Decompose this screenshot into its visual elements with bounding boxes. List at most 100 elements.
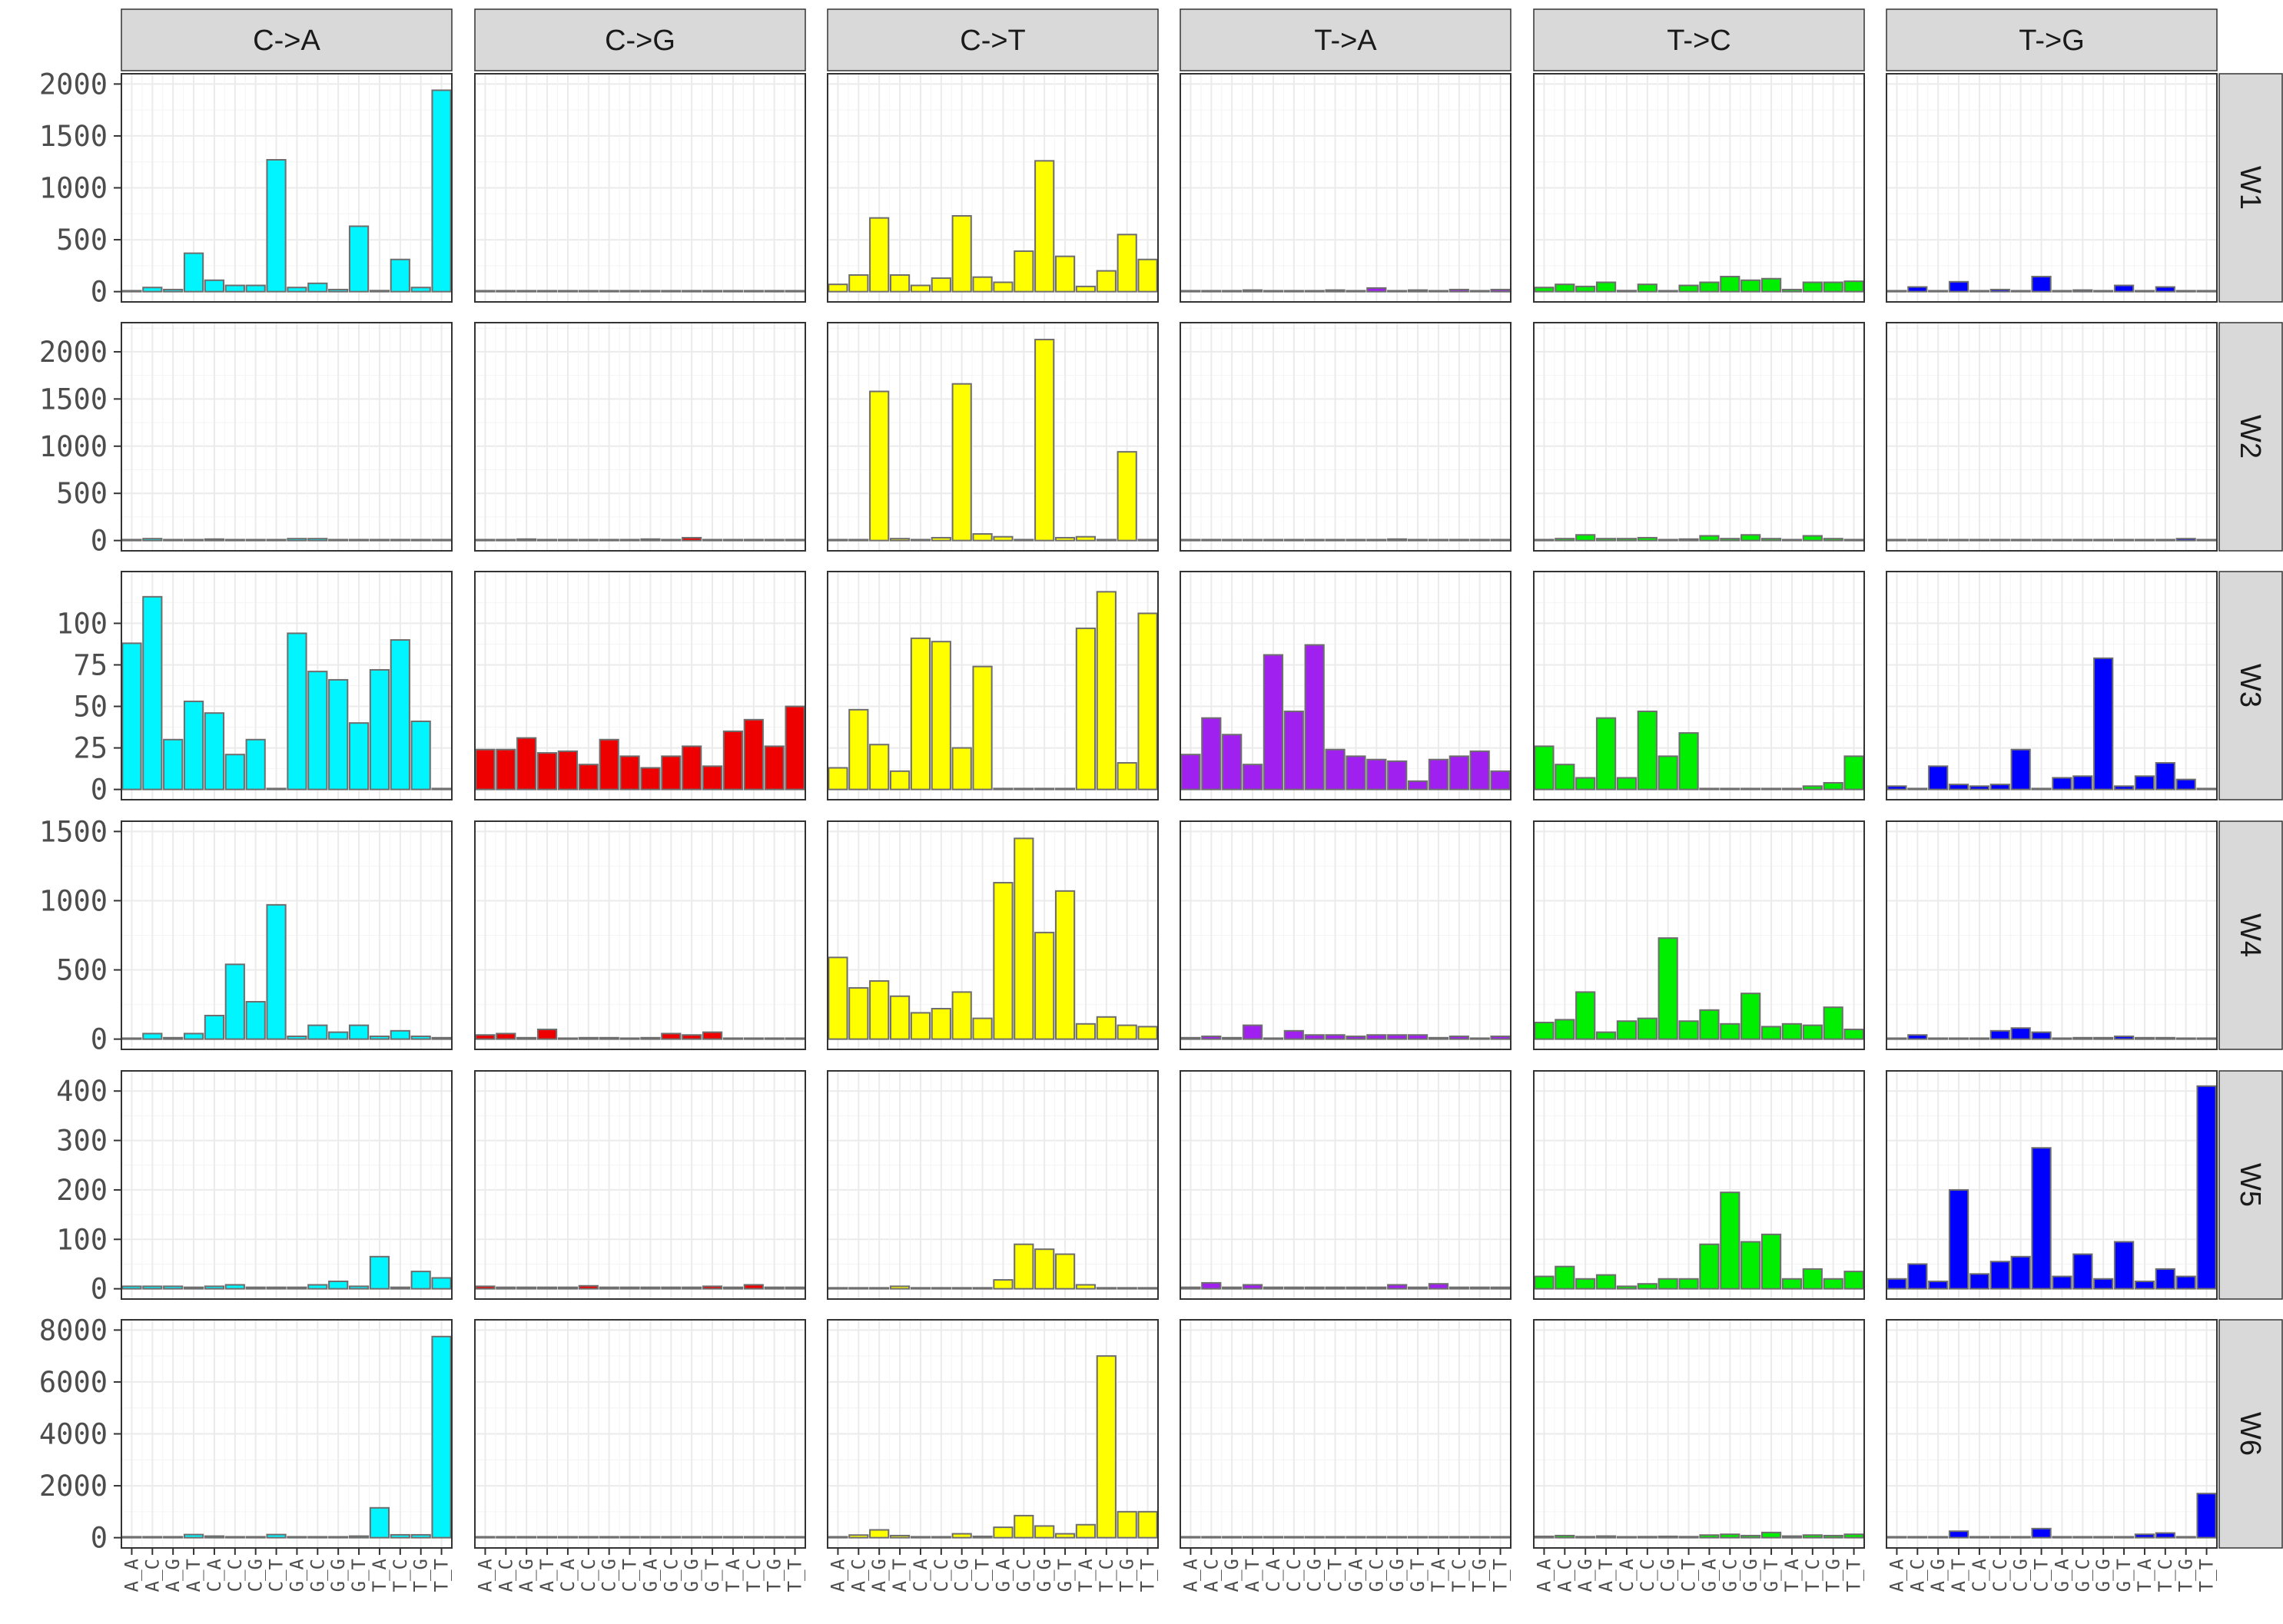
bar-w6-c-to-a-a_t: [183, 1533, 204, 1539]
bar-w3-t-to-c-g_t: [1760, 787, 1782, 790]
y-tick-label: 0: [91, 774, 108, 807]
bar-w5-t-to-a-t_c: [1448, 1286, 1469, 1290]
bar-w3-c-to-t-t_a: [1075, 627, 1097, 790]
bar-w6-t-to-a-c_t: [1325, 1536, 1346, 1539]
y-tick-label: 0: [91, 1023, 108, 1056]
x-tick-label: A_C: [141, 1559, 163, 1592]
y-tick-label: 2000: [39, 1470, 108, 1503]
bar-w6-t-to-g-a_g: [1928, 1536, 1949, 1539]
bar-w1-t-to-a-t_c: [1448, 288, 1469, 293]
bar-w6-t-to-a-c_g: [1304, 1536, 1325, 1539]
bar-w6-c-to-g-t_g: [764, 1536, 785, 1539]
bar-w2-c-to-a-g_g: [328, 539, 349, 542]
y-tick-label: 400: [56, 1075, 108, 1108]
bar-w6-t-to-c-g_t: [1760, 1531, 1782, 1539]
bar-w3-c-to-g-a_c: [496, 748, 516, 790]
bar-w2-c-to-a-a_t: [183, 539, 204, 542]
bar-w4-t-to-g-a_g: [1928, 1037, 1949, 1040]
bar-w5-c-to-a-g_t: [348, 1285, 370, 1290]
y-tick-label: 200: [56, 1174, 108, 1207]
panel-w1-c-to-g: [474, 73, 806, 303]
bar-w4-c-to-a-c_t: [266, 903, 287, 1040]
panel-border: [474, 1319, 806, 1549]
panel-border: [1180, 1070, 1511, 1300]
bar-w4-c-to-g-g_g: [682, 1034, 702, 1040]
bar-w2-t-to-c-g_g: [1740, 534, 1761, 542]
bar-w2-c-to-t-t_t: [1137, 539, 1158, 542]
panel-w3-c-to-t: [827, 571, 1159, 800]
bar-w6-c-to-g-g_a: [640, 1536, 661, 1539]
bar-w3-c-to-a-g_c: [307, 671, 328, 790]
bar-w2-t-to-c-a_a: [1534, 539, 1555, 542]
bar-w6-c-to-a-c_g: [245, 1536, 266, 1539]
panel-w4-c-to-a: [121, 820, 453, 1050]
bar-w1-t-to-g-g_c: [2072, 289, 2093, 293]
bar-w2-t-to-a-g_g: [1387, 538, 1408, 542]
bar-w1-c-to-a-a_c: [142, 287, 163, 293]
x-tick-label: A_G: [868, 1559, 890, 1592]
panel-w2-t-to-c: [1533, 322, 1865, 552]
row-strip-w3: W3: [2218, 571, 2283, 800]
bar-w4-c-to-g-t_a: [722, 1037, 744, 1040]
bar-w3-c-to-g-g_g: [682, 745, 702, 790]
bar-w5-t-to-a-a_c: [1201, 1281, 1222, 1290]
bar-w3-t-to-a-c_c: [1283, 711, 1304, 790]
bar-w2-t-to-a-c_t: [1325, 539, 1346, 542]
y-tick-label: 1500: [39, 815, 108, 848]
bar-w2-t-to-g-c_t: [2031, 539, 2052, 542]
bar-w4-c-to-g-c_a: [557, 1037, 579, 1040]
x-tick-label: G_A: [286, 1558, 307, 1592]
bar-w2-t-to-c-a_t: [1595, 538, 1617, 542]
bar-w5-t-to-g-c_a: [1969, 1273, 1990, 1290]
bar-w3-t-to-c-g_g: [1740, 787, 1761, 790]
bar-w1-t-to-a-c_t: [1325, 289, 1346, 293]
y-tick-label: 50: [73, 691, 108, 724]
bar-w5-c-to-a-c_a: [204, 1285, 225, 1290]
bar-w4-c-to-g-a_c: [496, 1032, 516, 1040]
bar-w6-c-to-a-t_t: [431, 1335, 452, 1539]
bar-w2-t-to-g-c_a: [1969, 539, 1990, 542]
bar-w4-c-to-a-g_c: [307, 1024, 328, 1040]
column-strip-label: C->T: [960, 25, 1026, 57]
bar-w5-c-to-a-c_g: [245, 1286, 266, 1290]
bar-w3-c-to-t-g_g: [1034, 787, 1055, 790]
bar-w5-c-to-t-t_a: [1075, 1284, 1097, 1290]
bar-w5-t-to-a-c_c: [1283, 1286, 1304, 1290]
bar-w4-c-to-g-g_t: [702, 1031, 723, 1040]
bar-w5-c-to-a-a_c: [142, 1285, 163, 1290]
bar-w1-t-to-c-a_t: [1595, 281, 1617, 293]
bar-w6-c-to-g-a_g: [516, 1536, 537, 1539]
bar-w3-c-to-a-a_c: [142, 595, 163, 790]
bar-w6-c-to-g-a_a: [475, 1536, 496, 1539]
column-strip-label: C->A: [253, 25, 320, 57]
bar-w6-t-to-c-g_g: [1740, 1534, 1761, 1539]
bar-w4-c-to-a-a_a: [121, 1037, 142, 1040]
bar-w3-c-to-a-c_a: [204, 712, 225, 790]
panel-border: [827, 1070, 1159, 1300]
bar-w3-c-to-t-c_g: [951, 747, 972, 790]
bar-w2-c-to-g-c_c: [578, 539, 599, 542]
bar-w3-t-to-c-t_g: [1823, 781, 1843, 790]
bar-w6-c-to-t-g_a: [993, 1526, 1014, 1539]
bar-w4-c-to-t-g_c: [1014, 837, 1034, 1040]
bar-w3-t-to-a-c_g: [1304, 644, 1325, 790]
panel-border: [1886, 322, 2218, 552]
bar-w1-t-to-a-a_c: [1201, 290, 1222, 293]
bar-w4-c-to-t-c_t: [972, 1017, 993, 1040]
bar-w2-c-to-a-a_g: [163, 539, 184, 542]
bar-w5-t-to-a-g_g: [1387, 1284, 1408, 1290]
bar-w3-t-to-g-c_c: [1989, 784, 2010, 790]
panel-border: [827, 820, 1159, 1050]
y-tick-label: 100: [56, 607, 108, 640]
bar-w1-t-to-g-a_g: [1928, 290, 1949, 293]
bar-w3-t-to-g-t_a: [2134, 775, 2155, 790]
bar-w2-c-to-g-t_a: [722, 539, 744, 542]
bar-w5-c-to-g-c_a: [557, 1286, 579, 1290]
x-tick-label: A_G: [1575, 1559, 1596, 1592]
bar-w4-c-to-t-g_a: [993, 882, 1014, 1040]
x-tick-label: C_A: [557, 1558, 579, 1592]
bar-w2-c-to-g-a_t: [536, 539, 558, 542]
bar-w3-c-to-g-a_g: [516, 737, 537, 790]
bar-w6-c-to-a-g_g: [328, 1536, 349, 1539]
column-strip-bg: [1533, 8, 1865, 71]
